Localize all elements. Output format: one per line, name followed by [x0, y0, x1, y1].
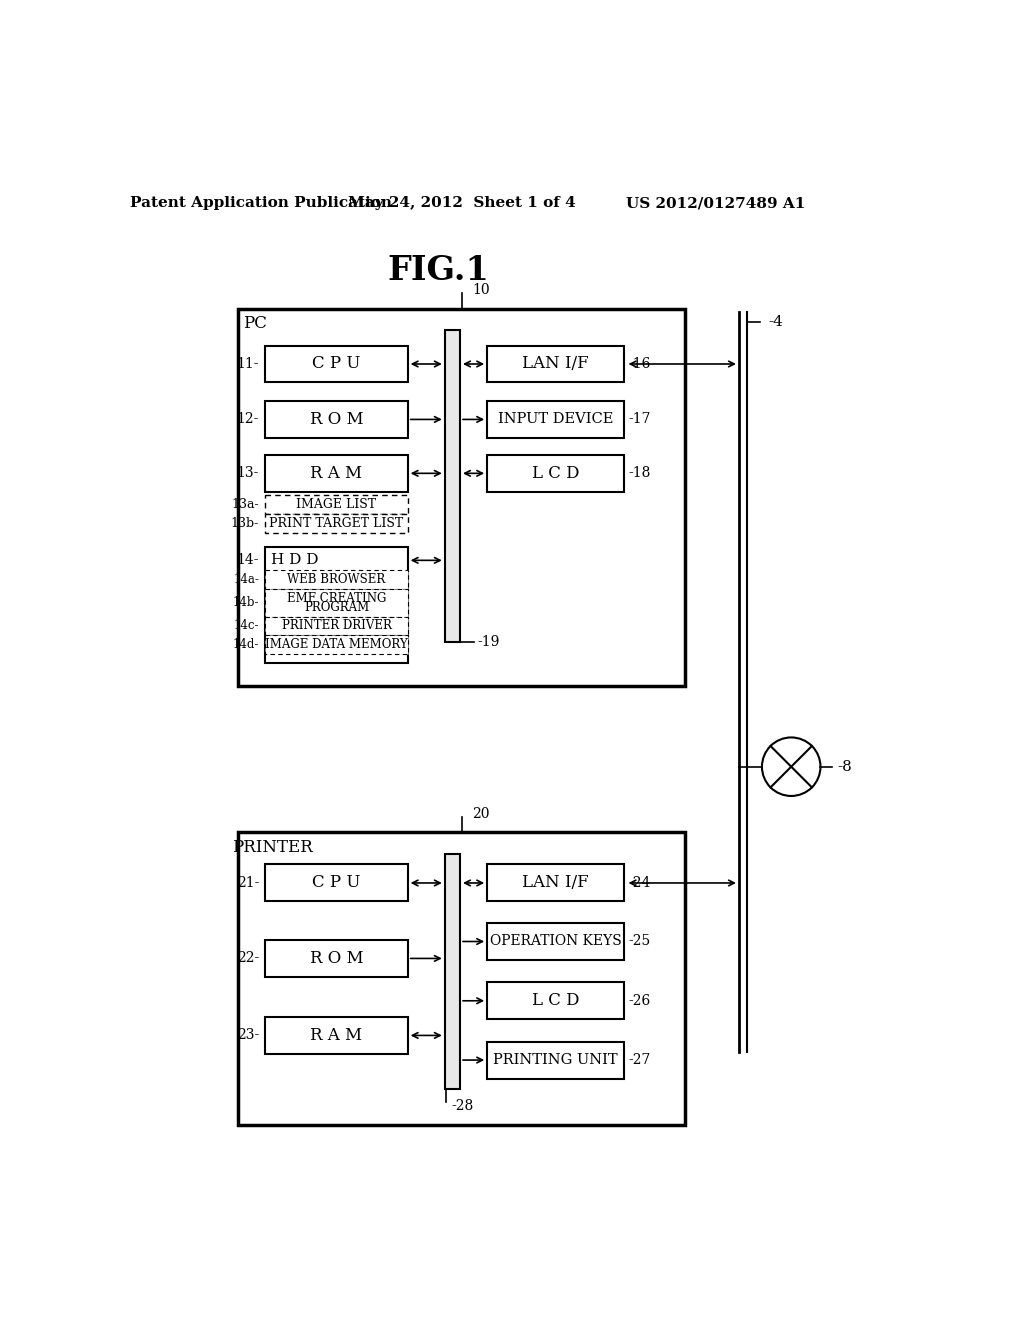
Text: -16: -16 — [628, 356, 650, 371]
Text: -26: -26 — [628, 994, 650, 1007]
Text: 10: 10 — [472, 282, 490, 297]
Text: Patent Application Publication: Patent Application Publication — [130, 197, 392, 210]
Text: C P U: C P U — [312, 355, 360, 372]
Text: -27: -27 — [628, 1053, 650, 1067]
Text: LAN I/F: LAN I/F — [522, 874, 589, 891]
Bar — [487, 923, 625, 960]
Bar — [487, 982, 625, 1019]
Bar — [265, 616, 408, 635]
Text: C P U: C P U — [312, 874, 360, 891]
Bar — [444, 854, 460, 1089]
Bar — [487, 865, 625, 902]
Text: 22-: 22- — [237, 952, 259, 965]
Bar — [239, 832, 685, 1125]
Text: R O M: R O M — [309, 411, 364, 428]
Text: -24: -24 — [628, 876, 650, 890]
Bar — [265, 589, 408, 616]
Bar — [265, 865, 408, 902]
Text: INPUT DEVICE: INPUT DEVICE — [498, 412, 613, 426]
Bar — [487, 455, 625, 492]
Text: 13a-: 13a- — [231, 498, 259, 511]
Text: -4: -4 — [768, 314, 783, 329]
Text: -17: -17 — [628, 412, 650, 426]
Text: 14b-: 14b- — [232, 597, 259, 610]
Text: PROGRAM: PROGRAM — [304, 601, 370, 614]
Bar — [265, 515, 408, 533]
Text: L C D: L C D — [531, 465, 580, 482]
Text: WEB BROWSER: WEB BROWSER — [288, 573, 386, 586]
Text: R A M: R A M — [310, 465, 362, 482]
Text: 12-: 12- — [237, 412, 259, 426]
Text: 13-: 13- — [237, 466, 259, 480]
Text: LAN I/F: LAN I/F — [522, 355, 589, 372]
Text: PRINTING UNIT: PRINTING UNIT — [494, 1053, 617, 1067]
Bar — [265, 940, 408, 977]
Bar — [487, 401, 625, 438]
Text: 14a-: 14a- — [233, 573, 259, 586]
Bar — [265, 455, 408, 492]
Bar — [487, 1041, 625, 1078]
Bar — [265, 570, 408, 589]
Bar — [239, 309, 685, 686]
Text: IMAGE DATA MEMORY: IMAGE DATA MEMORY — [265, 638, 408, 651]
Text: May 24, 2012  Sheet 1 of 4: May 24, 2012 Sheet 1 of 4 — [348, 197, 575, 210]
Text: 14-: 14- — [237, 553, 259, 568]
Bar — [265, 1016, 408, 1053]
Text: PRINTER: PRINTER — [231, 840, 312, 857]
Bar — [265, 635, 408, 653]
Bar — [487, 346, 625, 383]
Text: 21-: 21- — [237, 876, 259, 890]
Text: US 2012/0127489 A1: US 2012/0127489 A1 — [626, 197, 806, 210]
Bar — [265, 346, 408, 383]
Text: PC: PC — [244, 315, 267, 333]
Text: -19: -19 — [477, 635, 500, 649]
Text: FIG.1: FIG.1 — [388, 253, 489, 286]
Text: PRINT TARGET LIST: PRINT TARGET LIST — [269, 517, 403, 529]
Text: R O M: R O M — [309, 950, 364, 968]
Text: -8: -8 — [838, 760, 852, 774]
Text: H D D: H D D — [270, 553, 318, 568]
Text: OPERATION KEYS: OPERATION KEYS — [489, 935, 622, 949]
Text: R A M: R A M — [310, 1027, 362, 1044]
Text: -28: -28 — [451, 1098, 473, 1113]
Text: EMF CREATING: EMF CREATING — [287, 591, 386, 605]
Bar — [444, 330, 460, 642]
Bar — [265, 495, 408, 515]
Bar — [265, 548, 408, 663]
Text: 14c-: 14c- — [233, 619, 259, 632]
Text: 20: 20 — [472, 807, 489, 821]
Text: 23-: 23- — [237, 1028, 259, 1043]
Text: PRINTER DRIVER: PRINTER DRIVER — [282, 619, 391, 632]
Text: 13b-: 13b- — [230, 517, 259, 529]
Text: -25: -25 — [628, 935, 650, 949]
Bar — [265, 401, 408, 438]
Text: -18: -18 — [628, 466, 650, 480]
Text: 14d-: 14d- — [232, 638, 259, 651]
Text: L C D: L C D — [531, 993, 580, 1010]
Text: 11-: 11- — [237, 356, 259, 371]
Text: IMAGE LIST: IMAGE LIST — [297, 498, 377, 511]
